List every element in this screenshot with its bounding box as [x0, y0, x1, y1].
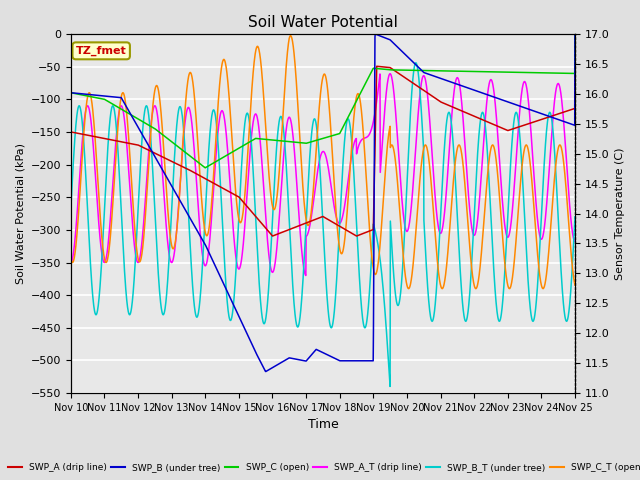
X-axis label: Time: Time	[307, 419, 339, 432]
Text: TZ_fmet: TZ_fmet	[76, 46, 127, 56]
Title: Soil Water Potential: Soil Water Potential	[248, 15, 398, 30]
Y-axis label: Soil Water Potential (kPa): Soil Water Potential (kPa)	[15, 143, 25, 284]
Y-axis label: Sensor Temperature (C): Sensor Temperature (C)	[615, 147, 625, 280]
Legend: SWP_A (drip line), SWP_B (under tree), SWP_C (open), SWP_A_T (drip line), SWP_B_: SWP_A (drip line), SWP_B (under tree), S…	[4, 459, 640, 476]
